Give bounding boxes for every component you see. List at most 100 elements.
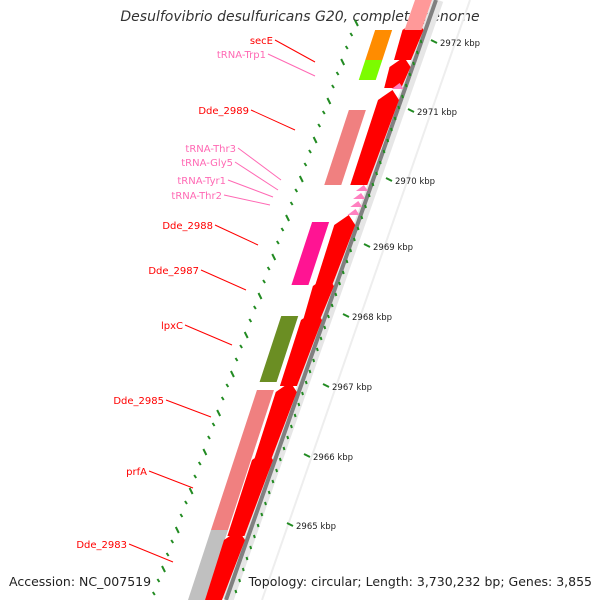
inner-tick bbox=[335, 71, 340, 76]
gene-label: tRNA-Gly5 bbox=[181, 158, 233, 169]
gene-label: tRNA-Thr3 bbox=[185, 144, 236, 155]
ruler-tick bbox=[404, 83, 408, 88]
ruler-label: 2970 kbp bbox=[395, 177, 435, 187]
ruler-tick bbox=[315, 347, 319, 352]
inner-tick bbox=[165, 552, 170, 557]
inner-tick bbox=[248, 318, 253, 323]
ruler-major-tick bbox=[286, 522, 294, 527]
forward-gene-3 bbox=[350, 90, 399, 185]
ruler-major-tick bbox=[342, 313, 350, 318]
ruler-tick bbox=[301, 391, 304, 396]
inner-tick bbox=[312, 136, 318, 144]
ruler-tick bbox=[393, 116, 397, 121]
gene-label: lpxC bbox=[161, 321, 183, 332]
gene-label: Dde_2983 bbox=[76, 540, 127, 551]
forward-gene-9 bbox=[205, 530, 245, 600]
outer-guide bbox=[261, 0, 471, 600]
ruler-tick bbox=[293, 413, 297, 418]
ruler-major-tick bbox=[303, 453, 311, 458]
ruler-tick bbox=[319, 336, 323, 341]
trna-feature bbox=[350, 201, 363, 207]
ruler-tick bbox=[412, 61, 416, 66]
inner-tick bbox=[179, 513, 184, 518]
ruler-tick bbox=[375, 171, 379, 176]
ruler-tick bbox=[260, 512, 264, 517]
forward-gene-8 bbox=[227, 450, 273, 536]
ruler-tick bbox=[278, 457, 282, 462]
map-title: Desulfovibrio desulfuricans G20, complet… bbox=[120, 9, 480, 25]
leader-line bbox=[214, 224, 259, 246]
secE-feature bbox=[365, 30, 393, 60]
trna-feature bbox=[391, 83, 404, 89]
inner-tick bbox=[188, 487, 194, 495]
ruler-tick bbox=[304, 380, 308, 385]
ruler-tick bbox=[334, 292, 338, 297]
ruler-tick bbox=[341, 270, 345, 275]
ruler-tick bbox=[367, 193, 371, 198]
leader-line bbox=[128, 543, 174, 563]
ruler-tick bbox=[241, 567, 245, 572]
ruler-label: 2967 kbp bbox=[332, 383, 372, 393]
ruler-tick bbox=[267, 490, 271, 495]
inner-tick bbox=[207, 435, 211, 440]
ruler-tick bbox=[364, 204, 367, 209]
ruler-tick bbox=[271, 479, 275, 484]
lpxC-feature bbox=[259, 316, 299, 382]
leader-line bbox=[165, 399, 212, 418]
gene-label: Dde_2987 bbox=[148, 266, 199, 277]
ruler-major-tick bbox=[363, 243, 371, 248]
green-gene-feature bbox=[358, 60, 383, 80]
forward-gene-6 bbox=[279, 310, 322, 386]
ruler-label: 2971 kbp bbox=[417, 108, 457, 118]
topology-text: Topology: circular; Length: 3,730,232 bp… bbox=[248, 574, 592, 589]
ruler-tick bbox=[327, 314, 330, 319]
ruler-tick bbox=[352, 237, 356, 242]
ruler-tick bbox=[408, 72, 412, 77]
inner-tick bbox=[211, 422, 216, 427]
Dde_2989-reverse-feature bbox=[324, 110, 366, 185]
ruler-major-tick bbox=[322, 383, 330, 388]
inner-tick bbox=[220, 396, 225, 401]
forward-gene-5 bbox=[303, 276, 334, 318]
inner-tick bbox=[303, 162, 308, 167]
inner-tick bbox=[344, 45, 349, 50]
ruler-tick bbox=[371, 182, 375, 187]
inner-tick bbox=[174, 526, 180, 534]
ruler-tick bbox=[286, 435, 290, 440]
inner-tick bbox=[151, 591, 156, 596]
ruler-label: 2965 kbp bbox=[296, 522, 336, 532]
label-leader-lines bbox=[128, 39, 316, 563]
leader-line bbox=[223, 194, 271, 206]
ruler-tick bbox=[338, 281, 342, 286]
inner-tick bbox=[331, 84, 335, 89]
ruler-tick bbox=[308, 369, 312, 374]
ruler-tick bbox=[249, 545, 253, 550]
backbone-layer bbox=[222, 0, 471, 600]
gene-labels: secE tRNA-Trp1 Dde_2989 tRNA-Thr3 tRNA-Gly5 t… bbox=[76, 36, 273, 551]
inner-tick bbox=[202, 448, 208, 456]
ruler-tick bbox=[312, 358, 316, 363]
ruler-tick bbox=[419, 39, 423, 44]
inner-tick bbox=[280, 227, 285, 232]
ruler-tick bbox=[382, 149, 386, 154]
inner-tick bbox=[308, 149, 312, 154]
ruler-tick bbox=[401, 94, 404, 99]
leader-line bbox=[227, 179, 274, 198]
ruler-labels: 2972 kbp 2971 kbp 2970 kbp 2969 kbp 2968 kbp… bbox=[286, 39, 480, 532]
accession-text: Accession: NC_007519 bbox=[9, 574, 152, 589]
inner-tick bbox=[239, 344, 243, 349]
ruler-tick bbox=[323, 325, 327, 330]
inner-tick bbox=[294, 188, 299, 193]
ruler-tick bbox=[238, 578, 242, 583]
ruler-tick bbox=[264, 501, 267, 506]
inner-tick bbox=[156, 578, 161, 583]
inner-tick bbox=[243, 331, 249, 339]
trna-feature bbox=[355, 185, 368, 191]
ruler-label: 2972 kbp bbox=[440, 39, 480, 49]
ruler-tick bbox=[252, 534, 256, 539]
gene-label: Dde_2989 bbox=[198, 106, 249, 117]
trna-feature bbox=[353, 193, 366, 199]
ruler-tick bbox=[386, 138, 390, 143]
